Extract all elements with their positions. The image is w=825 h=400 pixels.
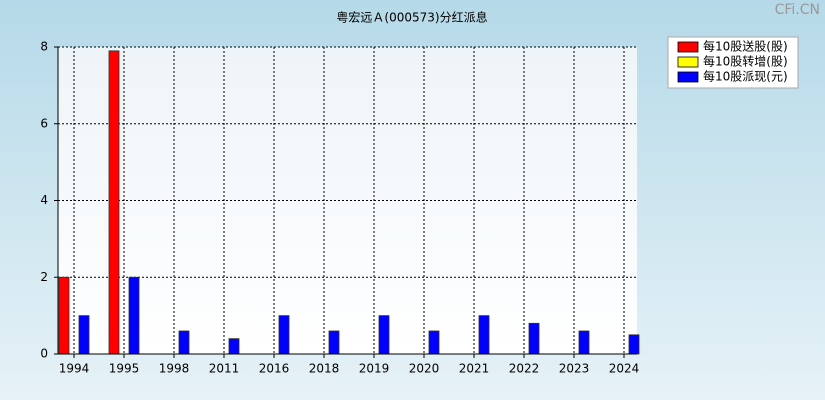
- watermark: CFi.CN: [775, 2, 820, 18]
- y-tick-label: 4: [40, 193, 48, 207]
- x-tick-label: 2011: [209, 362, 240, 376]
- bar: [178, 330, 190, 355]
- bar: [478, 315, 490, 355]
- y-tick-label: 0: [40, 347, 48, 361]
- y-tick-label: 8: [40, 40, 48, 54]
- bar: [328, 330, 340, 355]
- legend-swatch: [677, 56, 699, 68]
- bar: [78, 315, 90, 355]
- legend-swatch: [677, 71, 699, 83]
- x-tick-label: 2024: [609, 362, 640, 376]
- bar: [428, 330, 440, 355]
- x-tick-label: 2016: [259, 362, 290, 376]
- x-tick-label: 2019: [359, 362, 390, 376]
- x-tick-label: 1998: [159, 362, 190, 376]
- x-tick-label: 2020: [409, 362, 440, 376]
- y-tick-label: 2: [40, 270, 48, 284]
- x-tick-label: 2022: [509, 362, 540, 376]
- bar: [228, 338, 240, 355]
- x-tick-label: 1995: [109, 362, 140, 376]
- bar: [378, 315, 390, 355]
- legend-label: 每10股派现(元): [703, 69, 788, 84]
- bar: [58, 276, 70, 355]
- x-tick-label: 1994: [59, 362, 90, 376]
- bar: [578, 330, 590, 355]
- y-tick-label: 6: [40, 116, 48, 130]
- bar: [108, 50, 120, 355]
- x-tick-label: 2021: [459, 362, 490, 376]
- bar: [528, 322, 540, 355]
- x-tick-label: 2023: [559, 362, 590, 376]
- legend-label: 每10股转增(股): [703, 54, 788, 69]
- chart-title: 粤宏远Ａ(000573)分红派息: [336, 10, 487, 25]
- bar: [278, 315, 290, 355]
- bar: [628, 334, 640, 355]
- legend-label: 每10股送股(股): [703, 39, 788, 54]
- bar: [128, 276, 140, 355]
- legend-swatch: [677, 41, 699, 53]
- x-tick-label: 2018: [309, 362, 340, 376]
